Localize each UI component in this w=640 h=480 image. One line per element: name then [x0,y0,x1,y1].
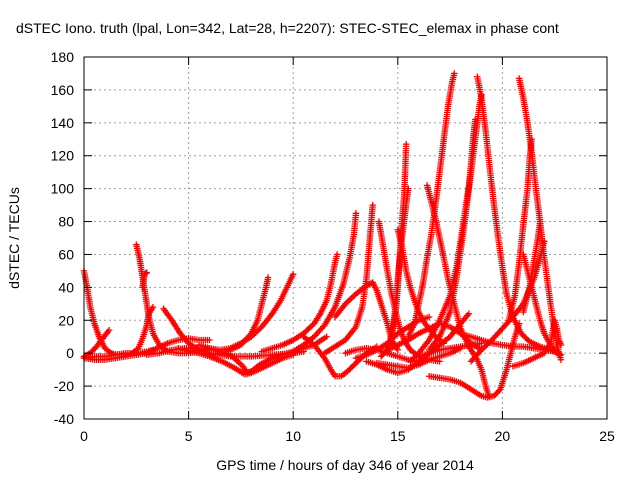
data-series [505,136,535,324]
data-point [290,271,297,278]
data-series [425,91,485,354]
y-tick-label: 80 [58,214,74,230]
y-tick-label: 40 [58,279,74,295]
data-point [536,218,544,225]
x-tick-label: 15 [390,428,406,444]
data-series [300,333,381,380]
y-tick-label: 120 [51,148,75,164]
plot-border [83,56,608,420]
data-point [149,303,157,311]
data-point [478,346,485,354]
chart-title: dSTEC Iono. truth (lpal, Lon=342, Lat=28… [16,20,559,36]
data-point [206,336,213,344]
data-point [142,270,149,277]
data-point [143,269,150,276]
data-point [557,351,565,359]
data-series [195,271,297,354]
data-point [352,210,360,217]
x-tick-label: 25 [599,428,615,444]
x-tick-label: 20 [495,428,511,444]
data-series [405,70,458,340]
x-tick-label: 0 [80,428,88,444]
data-series [520,251,565,359]
x-tick-label: 10 [285,428,301,444]
data-series [258,251,341,355]
tick-labels-layer: 0 5 10 15 20 25 -40 -20 0 20 40 60 80 100 120 140 160 180 [51,49,615,444]
y-tick-label: 180 [51,49,75,65]
ticks-layer [83,56,608,420]
data-point [264,274,272,281]
data-point [405,185,412,192]
data-series [509,317,565,370]
data-point [528,136,535,143]
data-point [557,341,565,349]
y-tick-label: 100 [51,181,75,197]
data-point [465,310,473,317]
data-series [80,335,213,363]
y-tick-label: -40 [54,411,74,427]
data-series [384,320,485,354]
data-points-layer [80,70,565,401]
y-tick-label: 0 [66,345,74,361]
grid-layer [84,57,607,419]
y-tick-label: 60 [58,246,74,262]
y-tick-label: 140 [51,115,75,131]
data-point [402,141,410,148]
data-point [369,201,376,209]
data-point [495,387,503,394]
data-series [269,210,360,360]
data-series [139,269,150,291]
x-tick-label: 5 [185,428,193,444]
y-tick-label: -20 [54,378,74,394]
data-point [515,320,523,327]
data-point [425,313,433,321]
data-point [320,323,327,330]
data-point [333,251,341,258]
data-series [321,201,376,357]
y-axis-label: dSTEC / TECUs [6,187,22,289]
data-point [478,340,485,347]
y-tick-label: 20 [58,312,74,328]
data-point [105,326,113,334]
y-tick-label: 160 [51,82,75,98]
data-point [541,238,548,245]
data-point [323,333,330,340]
data-point [551,348,558,355]
x-axis-label: GPS time / hours of day 346 of year 2014 [216,457,474,473]
data-series [425,320,523,401]
data-series [373,345,464,372]
data-point [451,70,458,77]
